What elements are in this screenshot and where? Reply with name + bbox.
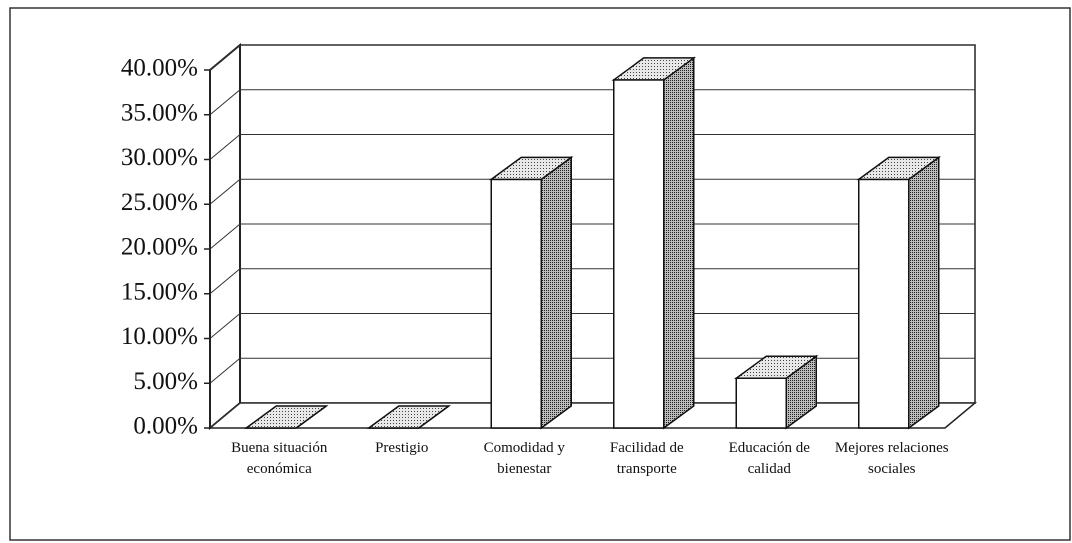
bar <box>488 155 574 430</box>
grid-line <box>209 89 975 116</box>
grid-line <box>209 402 975 429</box>
grid-line <box>209 313 975 339</box>
y-tick-label: 30.00% <box>121 144 198 171</box>
frame <box>9 7 1071 541</box>
y-tick-label: 25.00% <box>121 189 198 216</box>
x-tick-label: Mejores relaciones sociales <box>834 440 949 477</box>
bar-front <box>613 79 665 429</box>
bar-front <box>858 178 910 429</box>
bar <box>611 56 697 430</box>
y-tick-label: 40.00% <box>121 55 198 82</box>
bar-side <box>540 155 572 430</box>
y-tick-label: 0.00% <box>133 413 198 440</box>
bar-front <box>735 377 787 429</box>
x-tick-label: Buena situación económica <box>231 440 328 477</box>
x-tick-label: Educación de calidad <box>728 440 810 477</box>
bar-side <box>908 155 940 430</box>
bar-top <box>488 156 574 181</box>
y-tick-label: 35.00% <box>121 99 198 126</box>
bar-top <box>733 355 819 379</box>
y-tick-label: 10.00% <box>121 323 198 350</box>
bar-top <box>856 156 942 181</box>
grid-line <box>209 268 975 295</box>
grid-line <box>209 134 975 160</box>
y-tick-label: 5.00% <box>133 368 198 395</box>
grid-line <box>209 357 975 384</box>
bar-top <box>366 405 452 429</box>
bar-front <box>490 178 542 429</box>
y-tick-label: 15.00% <box>121 278 198 305</box>
x-tick-label: Prestigio <box>375 440 429 456</box>
grid-line <box>209 44 975 71</box>
bar <box>243 405 329 429</box>
grid-line <box>209 223 975 250</box>
grid-line <box>209 178 975 205</box>
bar <box>733 354 819 430</box>
y-tick-label: 20.00% <box>121 234 198 261</box>
x-tick-label: Facilidad de transporte <box>609 440 684 477</box>
bar-top <box>611 57 697 81</box>
bar <box>856 155 942 430</box>
bar-side <box>663 56 695 430</box>
bar-top <box>243 405 329 429</box>
x-tick-label: Comodidad y bienestar <box>483 440 565 477</box>
bar <box>366 405 452 429</box>
